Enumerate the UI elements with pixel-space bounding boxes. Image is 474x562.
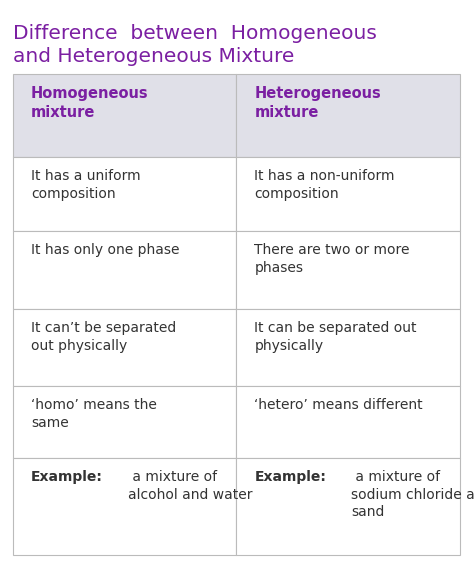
Text: ‘homo’ means the
same: ‘homo’ means the same — [31, 398, 157, 430]
Bar — [13, 309, 237, 386]
Text: Homogeneous
mixture: Homogeneous mixture — [31, 86, 149, 120]
Bar — [237, 386, 460, 457]
Text: Example:: Example: — [31, 470, 103, 484]
Bar — [13, 386, 237, 457]
Text: Example:: Example: — [255, 470, 327, 484]
Bar — [237, 157, 460, 232]
Text: It can be separated out
physically: It can be separated out physically — [255, 321, 417, 352]
Bar — [237, 232, 460, 309]
Text: a mixture of
sodium chloride and
sand: a mixture of sodium chloride and sand — [351, 470, 474, 519]
Text: Heterogeneous
mixture: Heterogeneous mixture — [255, 86, 381, 120]
Bar — [13, 232, 237, 309]
Bar — [13, 74, 237, 157]
Bar — [13, 157, 237, 232]
Text: It has a uniform
composition: It has a uniform composition — [31, 169, 141, 201]
Text: ‘hetero’ means different: ‘hetero’ means different — [255, 398, 423, 412]
Text: It has only one phase: It has only one phase — [31, 243, 180, 257]
Bar — [237, 457, 460, 555]
Text: Difference  between  Homogeneous
and Heterogeneous Mixture: Difference between Homogeneous and Heter… — [13, 24, 377, 66]
Text: It has a non-uniform
composition: It has a non-uniform composition — [255, 169, 395, 201]
Text: It can’t be separated
out physically: It can’t be separated out physically — [31, 321, 176, 352]
Bar — [13, 457, 237, 555]
Text: a mixture of
alcohol and water: a mixture of alcohol and water — [128, 470, 252, 501]
Bar — [237, 309, 460, 386]
Bar — [237, 74, 460, 157]
Text: There are two or more
phases: There are two or more phases — [255, 243, 410, 275]
